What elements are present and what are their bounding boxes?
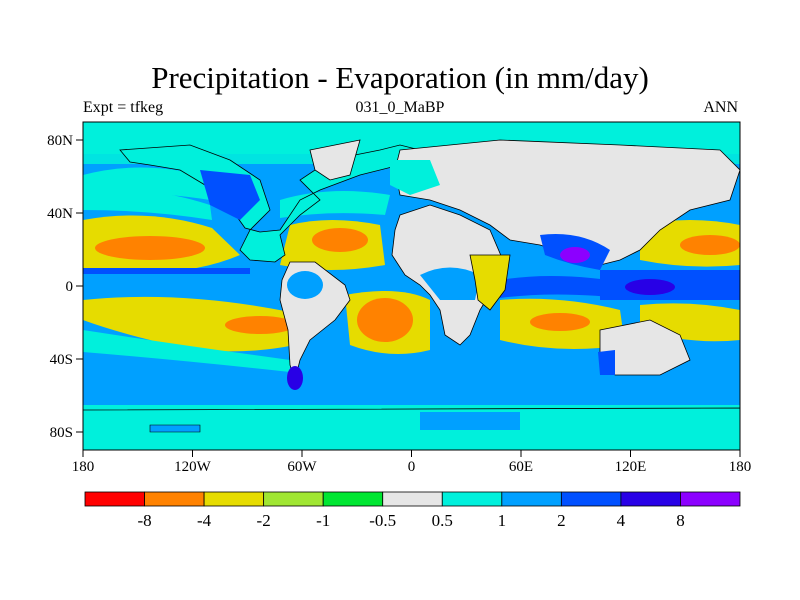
colorbar-label: 1: [498, 511, 507, 530]
experiment-label: Expt = tfkeg: [83, 99, 164, 116]
colorbar-swatch: [322, 491, 384, 507]
colorbar-swatch: [382, 491, 443, 507]
south-indian-dry-core: [530, 313, 590, 331]
lat-tick-label: 80N: [47, 133, 73, 149]
south-pacific-band: [83, 330, 290, 372]
lon-tick-label: 180: [72, 459, 95, 475]
colorbar-label: -8: [137, 511, 151, 530]
antarctic-coast-patch: [149, 424, 201, 433]
lon-tick-label: 120W: [174, 459, 212, 475]
north-pacific-dry-core: [95, 236, 205, 260]
arabia-horn-landmass: [469, 254, 511, 311]
map-plot-area: [83, 122, 740, 450]
colorbar-swatch: [203, 491, 265, 507]
central-africa-moist: [420, 267, 480, 300]
greenland-landmass: [309, 139, 361, 181]
lat-tick-label: 40N: [47, 206, 73, 222]
north-polar-cap: [83, 122, 740, 135]
warm-pool-core: [625, 279, 675, 295]
colorbar-label: -0.5: [369, 511, 396, 530]
south-asia-monsoon-core: [560, 247, 590, 263]
patagonia-moist-spot: [287, 366, 303, 390]
lon-tick-label: 60E: [509, 459, 533, 475]
south-pacific-dry-core: [225, 316, 295, 334]
north-atlantic-dry-core: [312, 228, 368, 252]
antarctic-east-patch: [420, 412, 520, 430]
north-america-interior: [200, 170, 260, 220]
season-label: ANN: [703, 99, 738, 116]
australia-west-coast: [598, 350, 615, 375]
europe-moist-region: [390, 160, 440, 195]
south-pacific-subtropics: [83, 296, 295, 352]
period-label: 031_0_MaBP: [355, 99, 445, 116]
colorbar-swatch: [441, 491, 503, 507]
eurasia-landmass: [394, 139, 740, 266]
lon-tick-label: 180: [729, 459, 752, 475]
colorbar-label: -4: [197, 511, 212, 530]
north-pacific-track-inner: [83, 189, 212, 220]
antarctica-landmass: [83, 407, 740, 450]
amazon-moist-region: [287, 271, 323, 299]
lat-tick-label: 0: [66, 279, 74, 295]
colorbar-swatch: [84, 491, 145, 507]
colorbar-swatch: [680, 491, 741, 507]
colorbar: -8 -4 -2 -1 -0.5 0.5 1 2 4 8: [84, 491, 741, 530]
longitude-axis: 180 120W 60W 0 60E 120E 180: [72, 450, 752, 475]
west-pacific-dry-core: [680, 235, 740, 255]
south-atlantic-dry-core: [357, 298, 413, 342]
colorbar-label: 2: [557, 511, 566, 530]
colorbar-label: -2: [257, 511, 271, 530]
pacific-itcz: [83, 268, 250, 274]
lat-tick-label: 80S: [50, 425, 73, 441]
colorbar-swatch: [501, 491, 562, 507]
colorbar-swatch: [560, 491, 622, 507]
colorbar-swatch: [263, 491, 324, 507]
colorbar-swatch: [144, 491, 205, 507]
lon-tick-label: 120E: [615, 459, 647, 475]
lat-tick-label: 40S: [50, 352, 73, 368]
chart-title: Precipitation - Evaporation (in mm/day): [151, 60, 649, 95]
colorbar-label: 4: [617, 511, 626, 530]
colorbar-label: 0.5: [432, 511, 453, 530]
lon-tick-label: 60W: [287, 459, 317, 475]
latitude-axis: 80N 40N 0 40S 80S: [47, 133, 83, 441]
colorbar-label: 8: [676, 511, 685, 530]
colorbar-swatch: [620, 491, 681, 507]
colorbar-label: -1: [316, 511, 330, 530]
lon-tick-label: 0: [408, 459, 416, 475]
